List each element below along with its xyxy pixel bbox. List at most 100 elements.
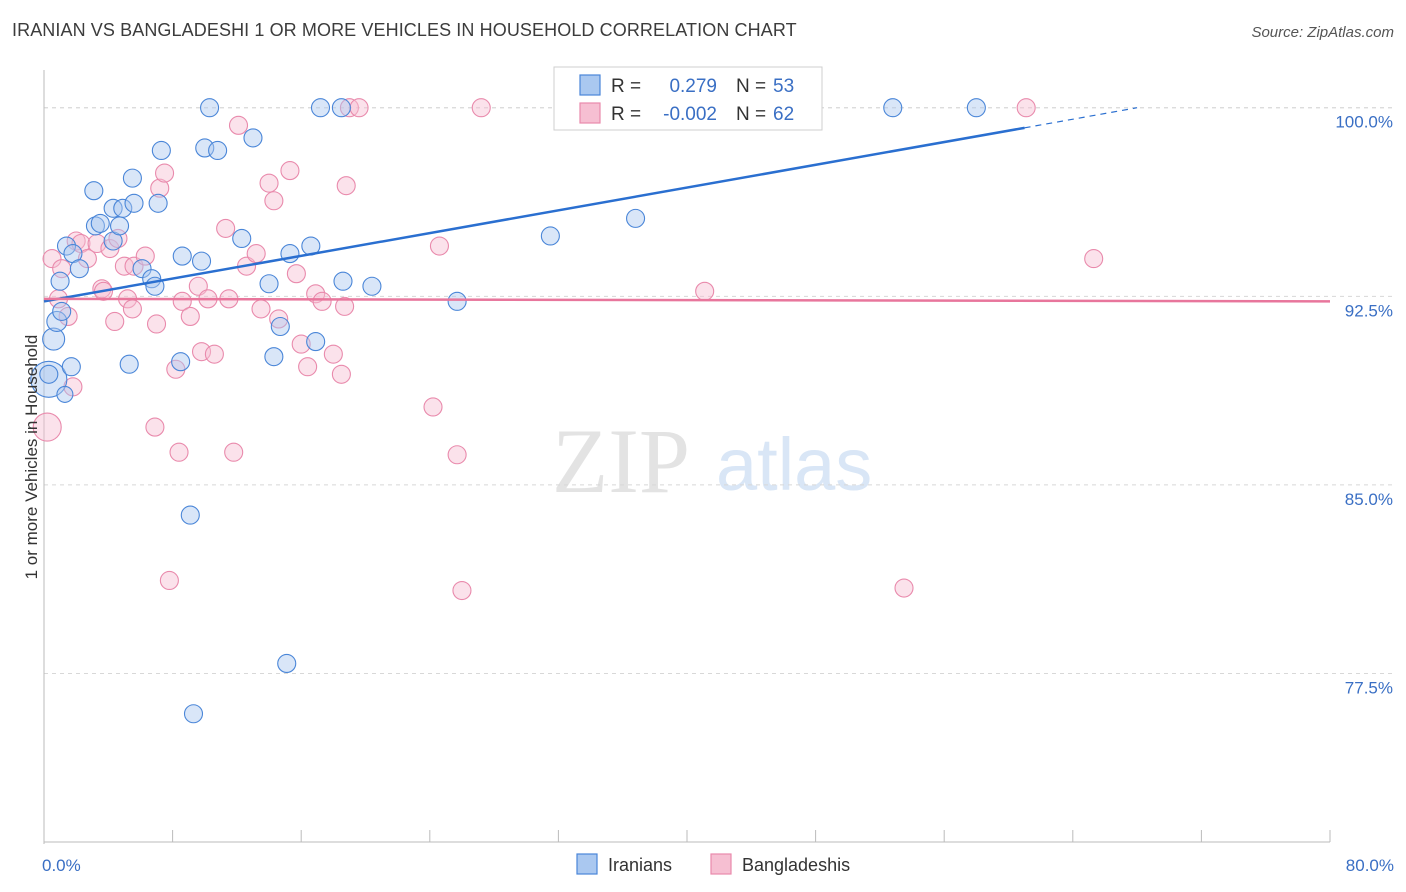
iranians-point-42 [310,98,331,118]
legend-n-label-2: N = [736,104,766,125]
iranians-point-31 [200,98,220,118]
iranians-point-26 [172,246,192,266]
grid-lines [44,107,1394,675]
y-tick-label-3: 100.0% [1335,113,1393,132]
iranians-point-3 [50,271,70,291]
bangladeshis-point-35 [224,442,244,462]
iranians-point-50 [883,98,903,118]
bangladeshis-point-17 [122,299,142,319]
legend-r-label-2: R = [611,104,641,125]
bangladeshis-point-39 [251,299,271,319]
iranians-point-51 [966,98,986,118]
bangladeshis-point-50 [331,364,351,384]
y-tick-label-0: 77.5% [1345,679,1393,698]
iranians-point-10 [84,181,104,201]
iranians-point-7 [61,357,81,377]
iranians-point-17 [119,354,139,374]
y-tick-label-2: 92.5% [1345,301,1393,320]
bangladeshis-point-20 [145,417,165,437]
iranians-point-52 [39,364,59,384]
bangladeshis-point-40 [259,173,279,193]
bangladeshis-point-59 [471,98,491,118]
bangladeshis-point-49 [323,344,343,364]
iranians-point-32 [208,140,228,161]
iranians-point-48 [626,208,646,228]
bangladeshis-point-56 [429,236,449,256]
bangladeshis-point-58 [452,580,472,601]
iranians-point-35 [259,274,279,294]
iranians-point-5 [56,385,74,403]
iranians-point-34 [243,128,263,148]
bangladeshis-point-13 [105,311,125,332]
bangladeshis-point-8 [77,249,97,269]
iranians-trend-line [43,126,1025,303]
iranians-point-12 [90,213,110,233]
bangladeshis-point-26 [169,442,189,462]
legend-r-value-2: -0.002 [663,104,717,125]
iranians-point-19 [124,193,144,213]
x-tick-label-min: 0.0% [42,856,81,875]
watermark-atlas: atlas [716,423,872,506]
iranians-point-1 [42,327,66,351]
bangladeshis-point-24 [159,570,179,591]
iranians-point-41 [306,332,326,352]
iranians-point-47 [540,226,560,246]
axes [43,70,1331,844]
bangladeshis-trend-line [43,297,1331,303]
iranians-point-29 [191,251,212,271]
iranians-point-4 [52,301,72,321]
bangladeshis-point-29 [188,276,208,296]
bangladeshis-point-23 [155,163,175,183]
iranians-point-6 [56,236,77,256]
bangladeshis-point-51 [335,296,355,316]
bangladeshis-point-33 [216,218,236,238]
bangladeshis-point-41 [264,191,284,211]
iranians-point-38 [277,653,297,674]
bangladeshis-point-27 [172,291,192,311]
iranians-trend-extension [1024,107,1138,129]
iranians-point-0 [30,360,68,398]
chart-title: IRANIAN VS BANGLADESHI 1 OR MORE VEHICLE… [12,20,797,40]
iranians-point-2 [46,310,68,333]
legend-r-value-1: 0.279 [669,76,717,97]
bottom-legend-bangladeshis: Bangladeshis [742,855,850,875]
legend-swatch-bangladeshis [579,102,601,124]
bangladeshis-point-38 [246,244,266,264]
y-tick-labels: 77.5% 85.0% 92.5% 100.0% [1335,113,1393,698]
bangladeshis-point-0 [32,412,62,442]
iranians-point-23 [148,193,168,213]
trend-lines [43,107,1331,303]
legend-swatch-iranians [579,74,601,96]
bottom-legend-swatch-iranians [576,853,598,875]
bangladeshis-point-1 [42,249,62,269]
bangladeshis-point-62 [1016,98,1036,118]
bangladeshis-point-32 [204,344,224,364]
iranians-point-27 [180,505,200,525]
watermark-zip: ZIP [552,410,690,512]
iranians-point-18 [122,168,142,188]
iranians-point-15 [110,216,130,236]
bangladeshis-points [32,98,1104,601]
stats-legend: R = 0.279 N = 53 R = -0.002 N = 62 [553,66,823,131]
bangladeshis-point-48 [312,291,332,311]
iranians-point-36 [264,347,284,367]
series-legend: Iranians Bangladeshis [576,853,850,875]
legend-n-value-2: 62 [773,104,794,125]
bottom-legend-swatch-bangladeshis [710,853,732,875]
legend-r-label-1: R = [611,76,641,97]
legend-n-value-1: 53 [773,76,794,97]
bangladeshis-point-21 [146,314,167,334]
bangladeshis-point-61 [894,578,914,598]
iranians-point-13 [103,198,123,218]
iranians-points [30,98,986,724]
bangladeshis-point-46 [298,357,318,377]
y-tick-label-1: 85.0% [1345,490,1393,509]
bangladeshis-point-42 [269,309,289,329]
bangladeshis-point-60 [695,281,715,301]
iranians-point-20 [132,259,152,279]
bangladeshis-point-55 [423,397,443,417]
iranians-point-16 [113,198,133,218]
bangladeshis-point-44 [286,264,306,284]
x-tick-label-max: 80.0% [1346,856,1394,875]
